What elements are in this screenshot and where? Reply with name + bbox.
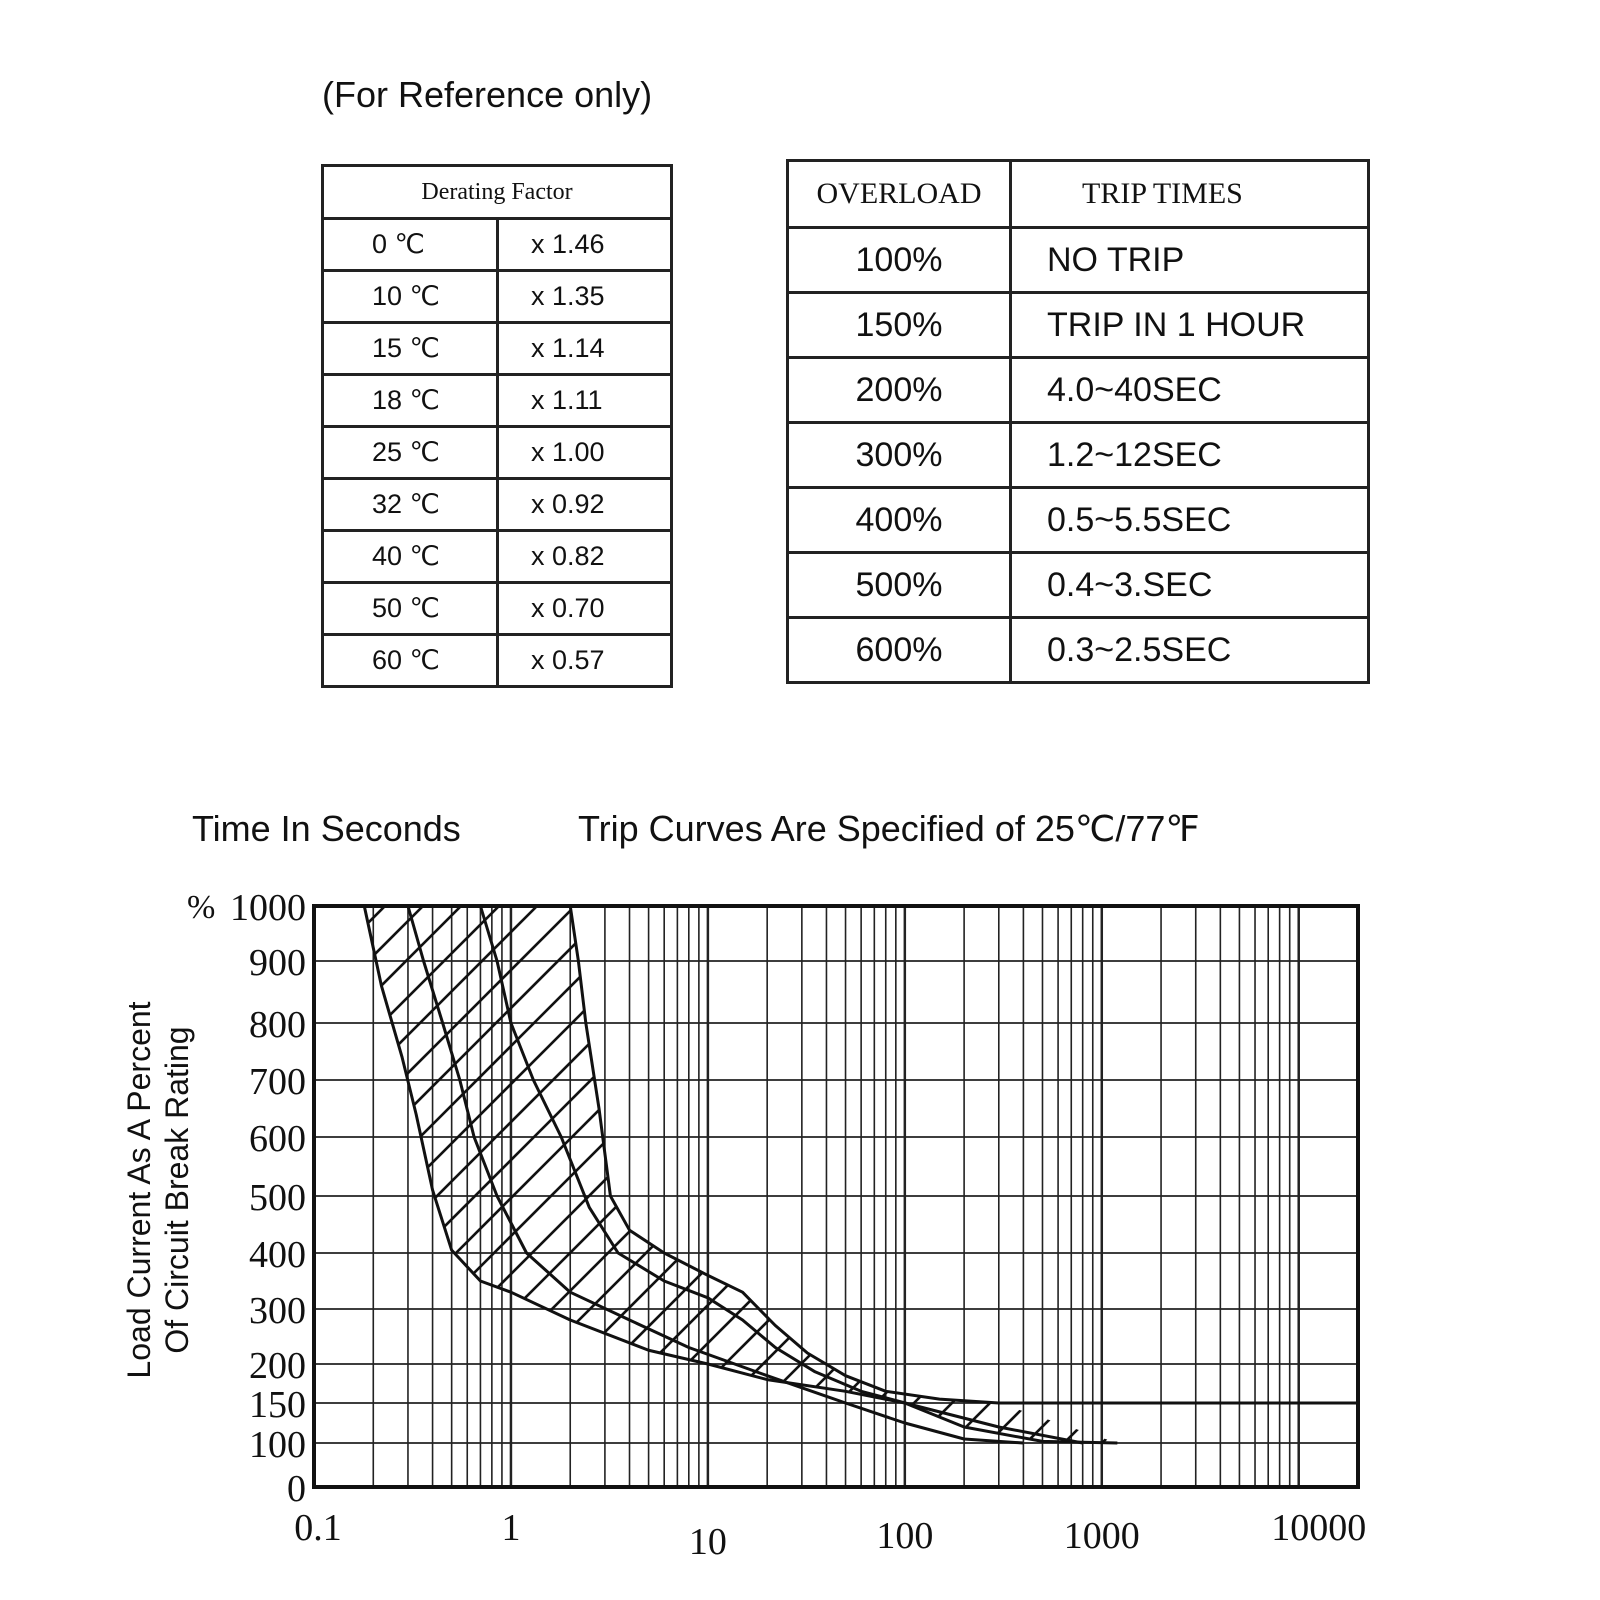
overload-percent: 500%	[786, 551, 1012, 619]
derating-row: 15 ℃ x 1.14	[321, 321, 673, 376]
derating-factor: x 1.00	[496, 425, 673, 480]
x-tick-label: 10	[689, 1521, 727, 1563]
trip-curve-min-trip-time	[362, 905, 1118, 1445]
derating-temp: 25 ℃	[321, 425, 499, 480]
trip-time: TRIP IN 1 HOUR	[1009, 291, 1370, 359]
y-tick-label: 900	[249, 942, 306, 984]
trip-time: 1.2~12SEC	[1009, 421, 1370, 489]
derating-row: 18 ℃ x 1.11	[321, 373, 673, 428]
overload-row: 300% 1.2~12SEC	[786, 421, 1370, 489]
overload-header: OVERLOAD	[786, 159, 1012, 229]
hatch-line	[364, 906, 809, 1443]
trip-curve-typical-outer	[406, 905, 1024, 1445]
derating-temp: 40 ℃	[321, 529, 499, 584]
chart-title: Trip Curves Are Specified of 25℃/77℉	[578, 808, 1200, 849]
trip-time: 0.5~5.5SEC	[1009, 486, 1370, 554]
trip-curve-typical-inner	[479, 905, 1083, 1445]
derating-temp: 32 ℃	[321, 477, 499, 532]
x-tick-label: 0.1	[294, 1507, 342, 1549]
x-axis-label: Time In Seconds	[192, 808, 461, 849]
derating-factor: x 0.57	[496, 633, 673, 688]
overload-percent: 600%	[786, 616, 1012, 684]
derating-header: Derating Factor	[321, 164, 673, 220]
hatch-line	[364, 906, 923, 1443]
derating-row: 32 ℃ x 0.92	[321, 477, 673, 532]
y-tick-label: 400	[249, 1234, 306, 1276]
hatch-line	[364, 906, 847, 1443]
y-tick-label: 500	[249, 1177, 306, 1219]
hatch-line	[1324, 787, 1600, 1487]
derating-factor: x 1.11	[496, 373, 673, 428]
hatch-line	[1514, 787, 1600, 1487]
trip-time: 0.4~3.SEC	[1009, 551, 1370, 619]
y-tick-label: 100	[249, 1424, 306, 1466]
y-axis-label-line1: Load Current As A Percent	[121, 1001, 157, 1378]
hatch-line	[1590, 787, 1600, 1487]
overload-percent: 300%	[786, 421, 1012, 489]
y-tick-label: 0	[287, 1468, 306, 1510]
overload-percent: 400%	[786, 486, 1012, 554]
overload-row: 500% 0.4~3.SEC	[786, 551, 1370, 619]
derating-factor: x 1.14	[496, 321, 673, 376]
overload-percent: 100%	[786, 226, 1012, 294]
derating-row: 25 ℃ x 1.00	[321, 425, 673, 480]
overload-percent: 150%	[786, 291, 1012, 359]
hatch-line	[1552, 787, 1600, 1487]
y-tick-label: 600	[249, 1118, 306, 1160]
derating-factor: x 0.70	[496, 581, 673, 636]
y-tick-label: 700	[249, 1061, 306, 1103]
hatch-line	[1476, 787, 1600, 1487]
trip-time: NO TRIP	[1009, 226, 1370, 294]
overload-row: 150% TRIP IN 1 HOUR	[786, 291, 1370, 359]
y-tick-label: 1000	[230, 887, 306, 929]
derating-temp: 50 ℃	[321, 581, 499, 636]
derating-factor-table: Derating Factor 0 ℃ x 1.46 10 ℃ x 1.35 15 ℃ x…	[321, 164, 673, 688]
derating-temp: 0 ℃	[321, 217, 499, 272]
trip-curve-max-trip-time	[568, 905, 1358, 1405]
derating-temp: 60 ℃	[321, 633, 499, 688]
derating-temp: 10 ℃	[321, 269, 499, 324]
trip-time: 4.0~40SEC	[1009, 356, 1370, 424]
derating-factor: x 0.92	[496, 477, 673, 532]
derating-factor: x 0.82	[496, 529, 673, 584]
hatch-line	[364, 906, 885, 1443]
hatch-line	[1362, 787, 1600, 1487]
hatch-line	[1438, 787, 1600, 1487]
y-tick-label: 150	[249, 1384, 306, 1426]
hatch-line	[1400, 787, 1600, 1487]
x-tick-label: 1000	[1064, 1515, 1140, 1557]
x-tick-label: 1	[501, 1507, 520, 1549]
trip-times-header: TRIP TIMES	[1009, 159, 1370, 229]
overload-row: 400% 0.5~5.5SEC	[786, 486, 1370, 554]
overload-row: 100% NO TRIP	[786, 226, 1370, 294]
derating-factor: x 1.35	[496, 269, 673, 324]
y-tick-label: 800	[249, 1004, 306, 1046]
plot-frame	[312, 904, 1360, 1489]
trip-time: 0.3~2.5SEC	[1009, 616, 1370, 684]
y-unit-label: %	[187, 889, 215, 926]
derating-temp: 18 ℃	[321, 373, 499, 428]
derating-row: 50 ℃ x 0.70	[321, 581, 673, 636]
overload-row: 200% 4.0~40SEC	[786, 356, 1370, 424]
derating-factor: x 1.46	[496, 217, 673, 272]
y-axis-label-line2: Of Circuit Break Rating	[159, 1026, 195, 1353]
overload-row: 600% 0.3~2.5SEC	[786, 616, 1370, 684]
derating-row: 40 ℃ x 0.82	[321, 529, 673, 584]
derating-row: 0 ℃ x 1.46	[321, 217, 673, 272]
derating-row: 10 ℃ x 1.35	[321, 269, 673, 324]
y-tick-label: 200	[249, 1345, 306, 1387]
y-tick-label: 300	[249, 1290, 306, 1332]
x-tick-label: 10000	[1271, 1507, 1366, 1549]
derating-row: 60 ℃ x 0.57	[321, 633, 673, 688]
overload-percent: 200%	[786, 356, 1012, 424]
overload-trip-table: OVERLOAD TRIP TIMES 100% NO TRIP 150% TRIP …	[786, 159, 1370, 684]
derating-temp: 15 ℃	[321, 321, 499, 376]
x-tick-label: 100	[876, 1515, 933, 1557]
reference-note: (For Reference only)	[322, 74, 653, 115]
